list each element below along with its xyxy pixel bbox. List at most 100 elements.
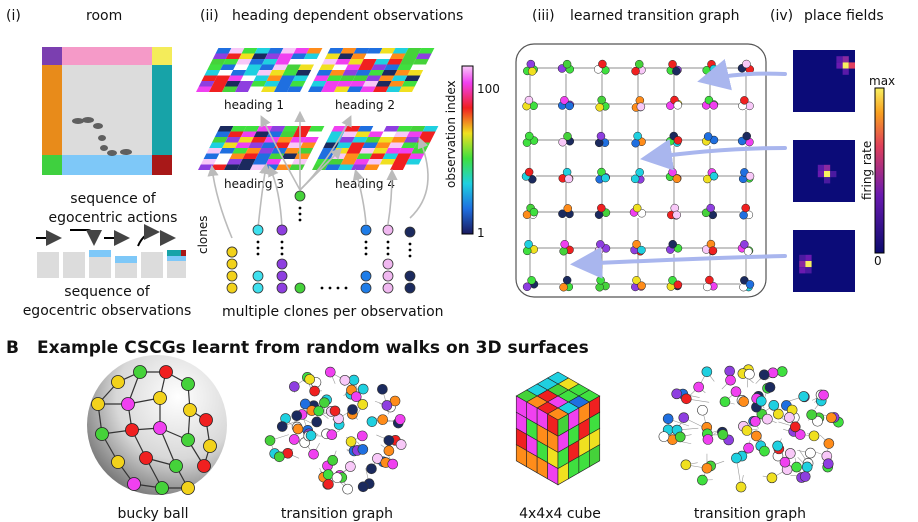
clone-column — [295, 191, 305, 293]
graph-node — [274, 452, 284, 462]
graph-node — [305, 374, 315, 384]
graph-node-cluster — [596, 168, 610, 183]
graph-node — [739, 397, 749, 407]
graph-node — [768, 368, 778, 378]
graph-node — [395, 414, 405, 424]
clone-column — [405, 227, 415, 293]
graph-node — [346, 437, 356, 447]
graph-node — [731, 387, 741, 397]
graph-node — [327, 430, 337, 440]
graph-node-cluster — [632, 96, 645, 111]
graph-node-cluster — [631, 276, 645, 291]
graph-node — [805, 448, 815, 458]
graph-node-cluster — [703, 60, 718, 74]
graph-node-cluster — [523, 60, 537, 75]
graph-node-cluster — [559, 168, 573, 183]
graph-node — [319, 398, 329, 408]
graph-node-cluster — [740, 276, 754, 291]
graph-node-cluster — [595, 132, 609, 147]
graph-node — [345, 462, 355, 472]
graph-node-cluster — [666, 96, 682, 110]
place-field-3 — [793, 230, 855, 292]
graph-node — [377, 384, 387, 394]
graph-node — [800, 472, 810, 482]
graph-node — [312, 417, 322, 427]
graph-node-cluster — [666, 168, 681, 182]
graph-node-cluster — [632, 132, 646, 147]
graph-node — [675, 432, 685, 442]
graph-node — [790, 422, 800, 432]
graph-node — [358, 384, 368, 394]
graph-node — [802, 462, 812, 472]
graph-node — [773, 409, 783, 419]
graph-node — [744, 369, 754, 379]
observation-strip — [37, 250, 186, 278]
graph-node — [784, 412, 794, 422]
graph-node-cluster — [739, 168, 754, 182]
graph-node-cluster — [595, 240, 610, 254]
graph-node — [332, 473, 342, 483]
observation-colorbar — [462, 66, 473, 234]
graph-node-cluster — [596, 276, 610, 291]
graph-node — [358, 444, 368, 454]
graph-node — [310, 386, 320, 396]
clone-column — [383, 225, 393, 293]
firing-rate-colorbar — [875, 88, 884, 253]
graph-node-cluster — [667, 60, 682, 75]
graph-node-cluster — [560, 240, 574, 255]
graph-node — [826, 413, 836, 423]
graph-node — [659, 432, 669, 442]
graph-node — [823, 459, 833, 469]
graph-node — [382, 400, 392, 410]
graph-node — [265, 436, 275, 446]
graph-node — [672, 389, 682, 399]
heading-4-map — [312, 126, 438, 170]
graph-node — [799, 391, 809, 401]
graph-node-cluster — [523, 240, 538, 255]
graph-node — [773, 441, 783, 451]
place-field-2 — [793, 140, 855, 202]
graph-node-cluster — [595, 204, 610, 219]
graph-node-cluster — [523, 132, 538, 147]
clone-column — [277, 225, 287, 293]
graph-node — [309, 449, 319, 459]
graph-node-cluster — [596, 96, 610, 111]
cube-4x4x4 — [516, 372, 600, 485]
graph-node — [726, 375, 736, 385]
graph-node — [762, 414, 772, 424]
graph-node-cluster — [631, 240, 646, 255]
graph-node — [348, 405, 358, 415]
heading-1-map — [196, 48, 322, 92]
graph-node — [736, 482, 746, 492]
graph-node — [780, 457, 790, 467]
transition-graph-1 — [265, 367, 406, 494]
graph-node — [720, 397, 730, 407]
graph-node-cluster — [738, 60, 754, 73]
graph-node — [289, 434, 299, 444]
graph-node — [744, 443, 754, 453]
graph-node-cluster — [558, 204, 573, 218]
graph-node — [396, 440, 406, 450]
place-fields — [793, 50, 855, 292]
graph-node — [358, 482, 368, 492]
heading-3-map — [198, 126, 324, 170]
graph-node — [384, 435, 394, 445]
graph-node-cluster — [666, 132, 682, 147]
graph-node — [330, 406, 340, 416]
graph-node — [759, 370, 769, 380]
clone-column — [253, 225, 263, 293]
graph-node — [731, 453, 741, 463]
heading-2-map — [308, 48, 434, 92]
graph-node-cluster — [703, 168, 718, 183]
graph-node — [388, 459, 398, 469]
graph-node — [703, 435, 713, 445]
graph-node — [328, 455, 338, 465]
graph-node-cluster — [632, 60, 646, 75]
graph-node-cluster — [702, 204, 717, 219]
graph-node-cluster — [594, 60, 609, 74]
graph-node — [681, 394, 691, 404]
graph-node-cluster — [559, 132, 574, 146]
graph-node — [323, 479, 333, 489]
graph-node — [702, 367, 712, 377]
graph-node — [697, 475, 707, 485]
